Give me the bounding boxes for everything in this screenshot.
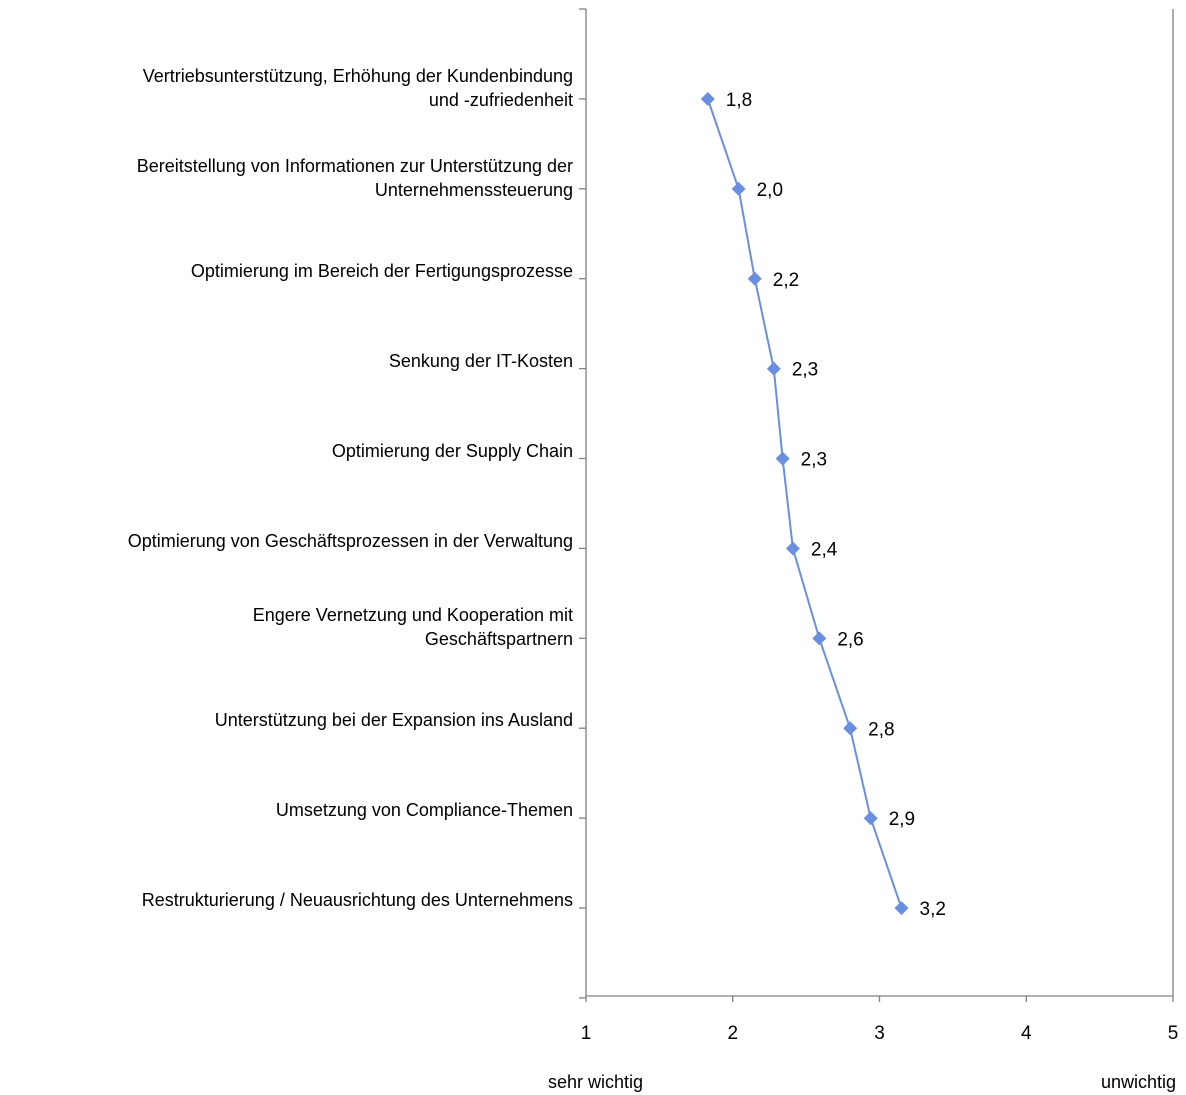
data-point: [894, 901, 909, 916]
x-tick-label: 1: [581, 1023, 592, 1044]
y-category-label-line: Optimierung der Supply Chain: [331, 440, 573, 461]
y-category-label-line: Engere Vernetzung und Kooperation mit: [252, 605, 573, 626]
y-category-label-line: Unternehmenssteuerung: [374, 179, 573, 200]
y-category-label: Optimierung von Geschäftsprozessen in de…: [128, 529, 573, 553]
y-category-label: Umsetzung von Compliance-Themen: [276, 798, 573, 822]
y-category-label-line: Optimierung von Geschäftsprozessen in de…: [127, 530, 573, 551]
data-label: 2,2: [773, 270, 799, 291]
x-tick-labels: 1 2 3 4 5: [581, 1023, 1179, 1044]
data-point: [731, 181, 746, 196]
series-polyline: [706, 98, 903, 909]
data-point: [843, 721, 858, 736]
data-label: 2,3: [801, 450, 827, 471]
y-category-label-line: Restrukturierung / Neuausrichtung des Un…: [141, 890, 573, 911]
x-axis-max-label: unwichtig: [1100, 1072, 1176, 1092]
y-category-label-line: und -zufriedenheit: [428, 90, 573, 110]
y-category-label-line: Umsetzung von Compliance-Themen: [275, 800, 573, 821]
data-label: 3,2: [920, 899, 946, 920]
data-point: [812, 631, 827, 646]
y-category-label: Vertriebsunterstützung, Erhöhung der Kun…: [143, 64, 573, 112]
y-category-label: Bereitstellung von Informationen zur Unt…: [137, 154, 573, 202]
data-point: [785, 541, 800, 556]
y-category-label: Senkung der IT-Kosten: [389, 349, 573, 373]
x-tick-label: 3: [874, 1023, 885, 1044]
data-labels: 1,8 2,0 2,2 2,3 2,3 2,4 2,6 2,8 2,9 3,2: [726, 90, 946, 920]
y-category-label-line: Senkung der IT-Kosten: [388, 350, 573, 371]
data-label: 2,9: [889, 809, 915, 830]
data-point: [766, 361, 781, 376]
data-label: 2,4: [811, 540, 838, 561]
y-category-label: Optimierung der Supply Chain: [332, 439, 573, 463]
series-markers: [700, 92, 909, 916]
data-point: [775, 451, 790, 466]
y-category-label: Optimierung im Bereich der Fertigungspro…: [191, 259, 573, 283]
x-tick-label: 2: [727, 1023, 738, 1044]
axes: [579, 8, 1174, 1002]
data-label: 1,8: [726, 90, 752, 111]
data-label: 2,0: [757, 180, 783, 201]
y-category-label-line: Bereitstellung von Informationen zur Unt…: [136, 155, 573, 176]
data-label: 2,8: [868, 719, 894, 740]
y-category-label-line: Unterstützung bei der Expansion ins Ausl…: [214, 710, 573, 731]
y-category-label-line: Geschäftspartnern: [424, 629, 573, 650]
y-category-label: Unterstützung bei der Expansion ins Ausl…: [215, 708, 573, 732]
data-label: 2,6: [837, 629, 863, 650]
y-category-label: Engere Vernetzung und Kooperation mit Ges…: [253, 603, 573, 651]
x-tick-label: 5: [1168, 1023, 1179, 1044]
data-point: [863, 811, 878, 826]
x-axis-min-label: sehr wichtig: [548, 1072, 644, 1092]
data-point: [747, 271, 762, 286]
data-point: [700, 92, 715, 106]
y-category-label-line: Optimierung im Bereich der Fertigungspro…: [190, 260, 573, 281]
data-label: 2,3: [792, 360, 818, 381]
x-tick-label: 4: [1021, 1023, 1032, 1044]
y-category-label-line: Vertriebsunterstützung, Erhöhung der Kun…: [142, 66, 573, 86]
y-category-label: Restrukturierung / Neuausrichtung des Un…: [142, 888, 573, 912]
series-line: [706, 98, 903, 909]
